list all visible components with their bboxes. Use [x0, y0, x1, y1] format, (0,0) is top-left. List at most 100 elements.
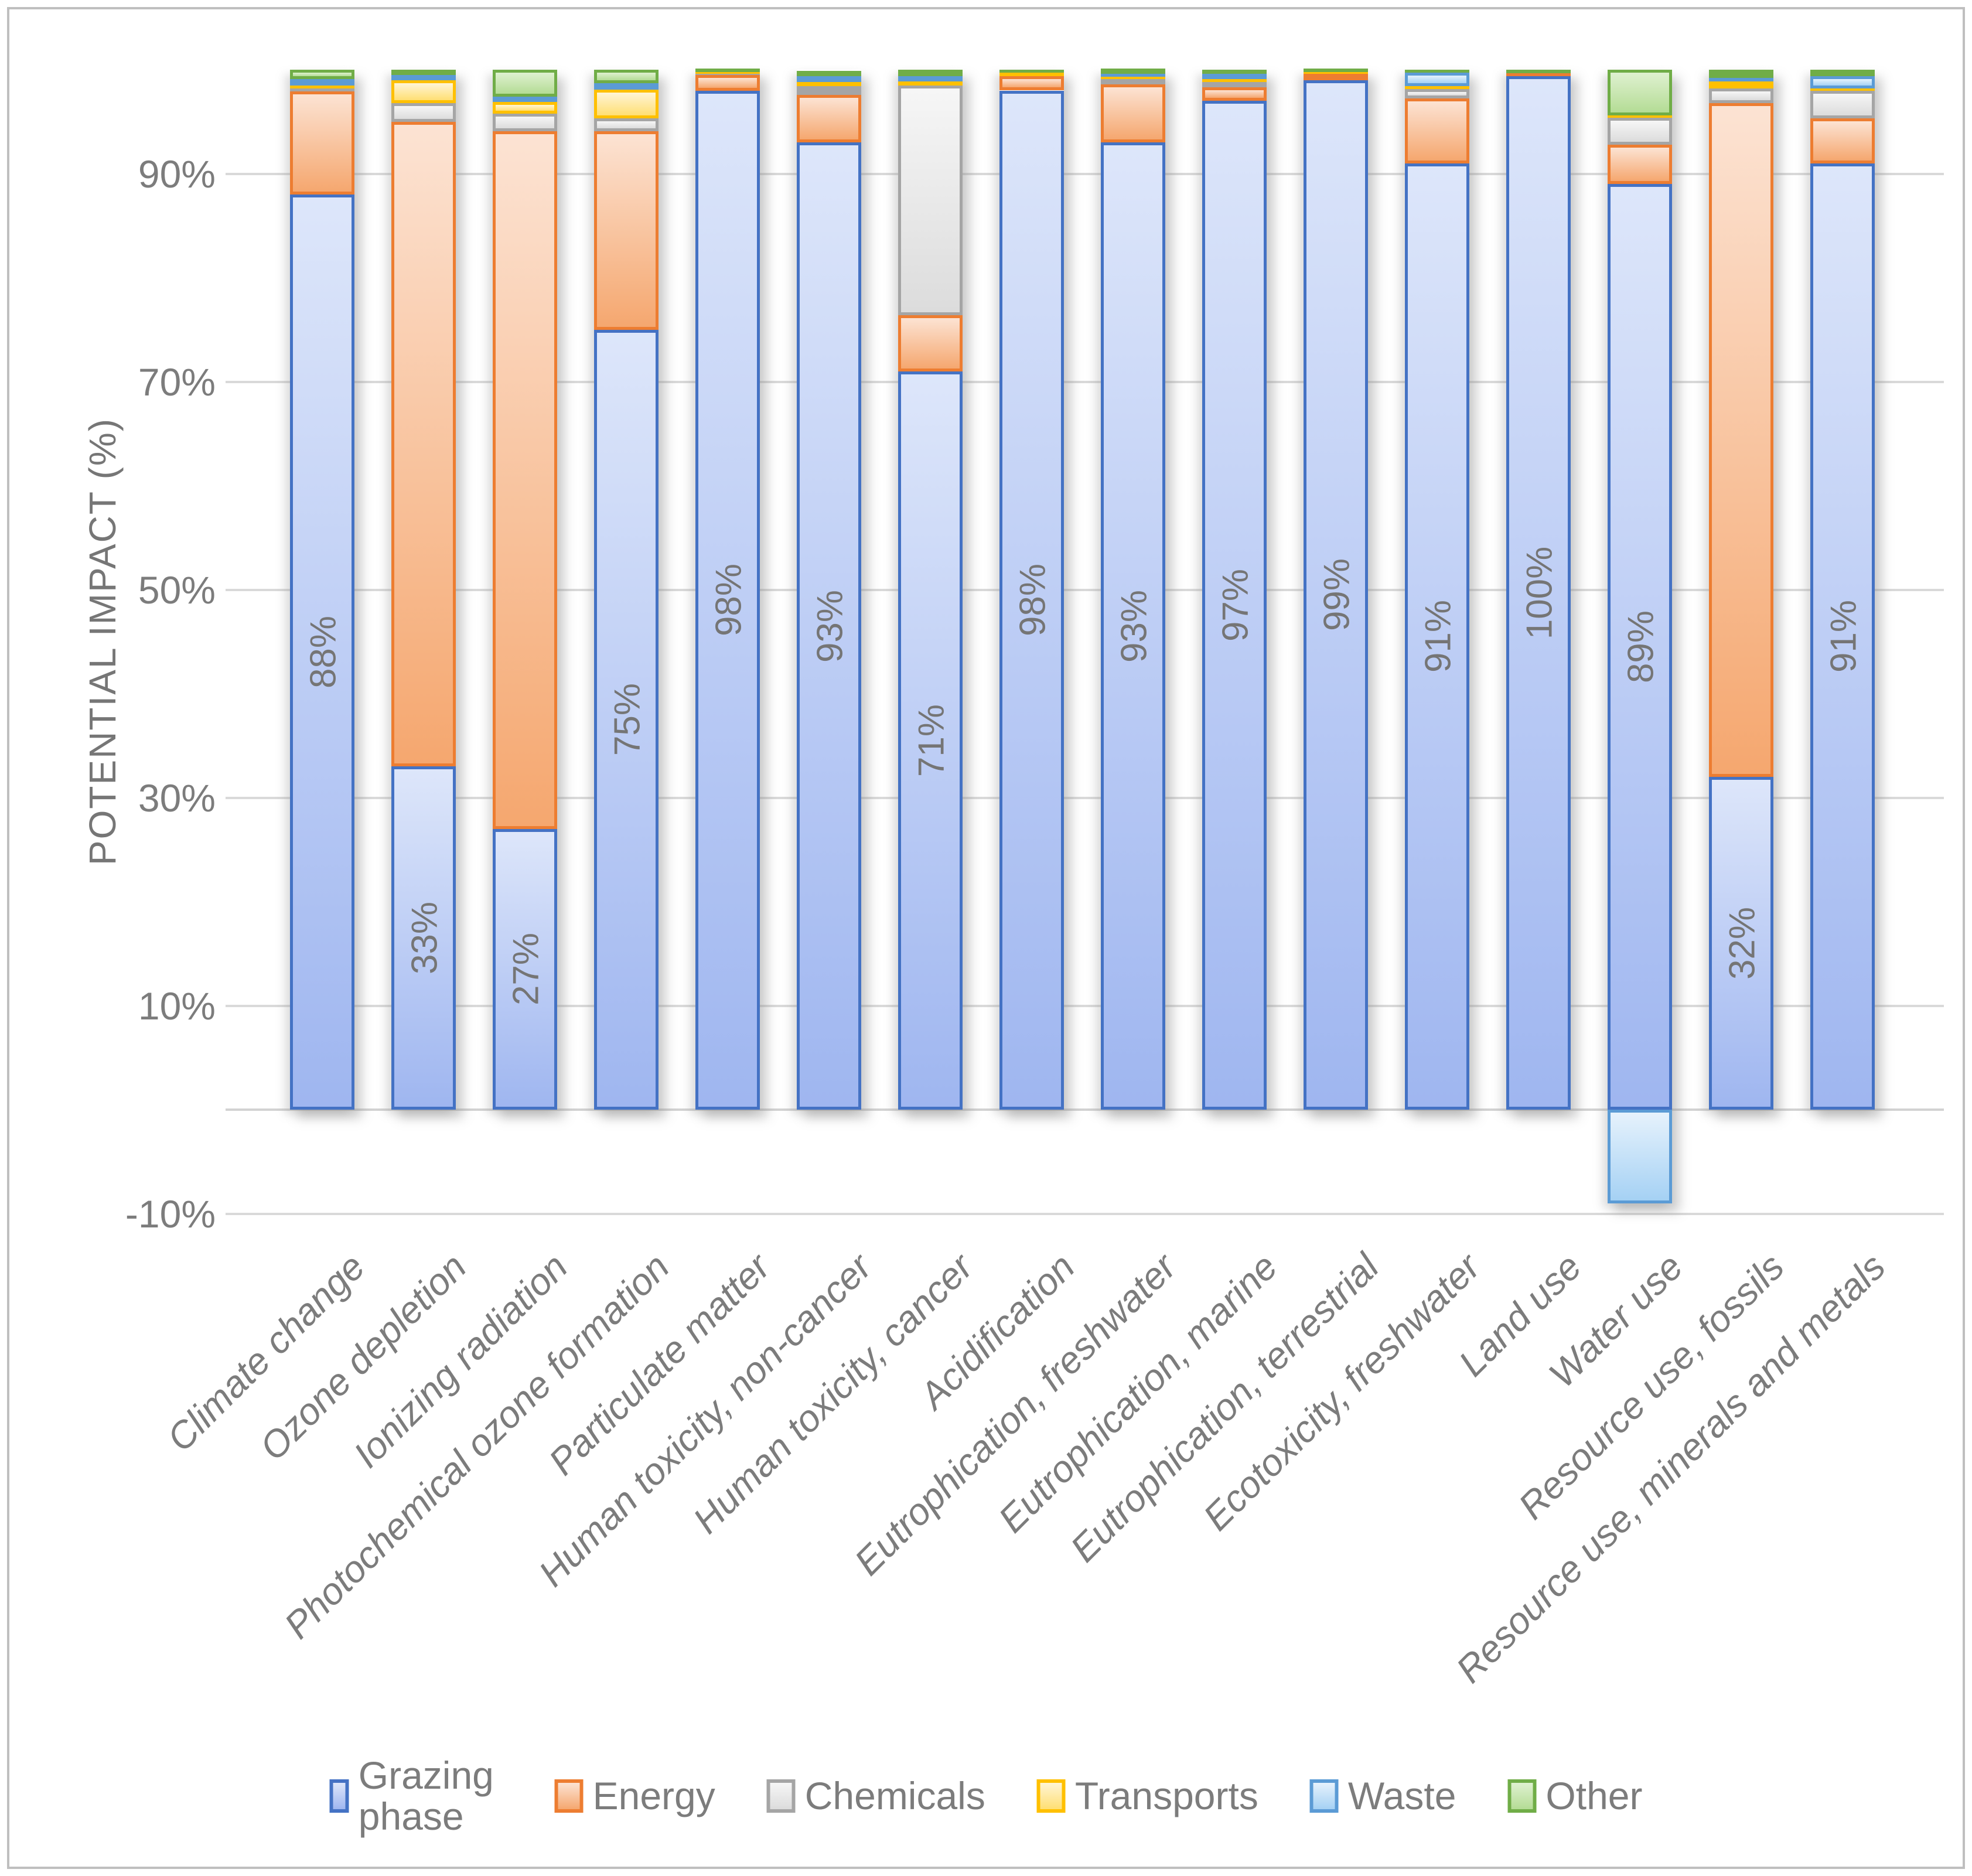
legend-label: Grazing phase: [358, 1754, 494, 1838]
y-tick-label: 70%: [138, 360, 216, 404]
segment-chemicals-eutrophication-marine: [1202, 82, 1267, 88]
segment-waste-resource-use-fossils: [1709, 78, 1773, 81]
segment-chemicals-ionizing-radiation: [493, 113, 557, 131]
segment-chemicals-human-toxicity-cancer: [898, 85, 963, 315]
legend-label: Chemicals: [804, 1774, 985, 1817]
bar-value-label: 33%: [404, 902, 445, 975]
segment-waste-ecotoxicity-freshwater: [1405, 73, 1469, 87]
segment-grazing-phase-land-use: [1506, 76, 1571, 1110]
segment-other-ozone-depletion: [391, 70, 456, 75]
bar-value-label: 89%: [1620, 610, 1661, 684]
segment-other-ionizing-radiation: [493, 70, 557, 97]
segment-waste-ozone-depletion: [391, 74, 456, 80]
legend-label: Transports: [1074, 1774, 1258, 1817]
segment-chemicals-climate-change: [290, 88, 354, 92]
segment-other-human-toxicity-non-cancer: [797, 70, 861, 76]
segment-transports-ionizing-radiation: [493, 102, 557, 114]
segment-grazing-phase-human-toxicity-cancer: [898, 371, 963, 1110]
segment-transports-resource-use-minerals-and-metals: [1810, 88, 1875, 91]
segment-transports-human-toxicity-non-cancer: [797, 82, 861, 87]
segment-energy-resource-use-minerals-and-metals: [1810, 118, 1875, 163]
legend-item-other: Other: [1507, 1775, 1642, 1816]
bar-value-label: 93%: [810, 589, 851, 663]
segment-energy-ionizing-radiation: [493, 131, 557, 829]
legend: Grazing phase Energy Chemicals Transports Wa…: [329, 1754, 1642, 1838]
segment-other-ecotoxicity-freshwater: [1405, 70, 1469, 73]
segment-other-resource-use-fossils: [1709, 70, 1773, 79]
segment-chemicals-particulate-matter: [695, 74, 760, 75]
legend-swatch-other: [1507, 1779, 1537, 1813]
y-tick-label: 10%: [138, 984, 216, 1028]
segment-chemicals-ecotoxicity-freshwater: [1405, 88, 1469, 98]
segment-energy-climate-change: [290, 91, 354, 195]
legend-item-grazing-phase: Grazing phase: [329, 1754, 503, 1838]
y-tick-label: 50%: [138, 568, 216, 612]
segment-transports-ecotoxicity-freshwater: [1405, 86, 1469, 89]
segment-other-climate-change: [290, 70, 354, 79]
segment-other-eutrophication-terrestrial: [1304, 69, 1368, 72]
segment-other-particulate-matter: [695, 69, 760, 72]
segment-transports-resource-use-fossils: [1709, 81, 1773, 88]
segment-grazing-phase-ozone-depletion: [391, 766, 456, 1110]
segment-energy-eutrophication-freshwater: [1101, 84, 1165, 143]
bar-value-label: 32%: [1722, 906, 1763, 980]
segment-chemicals-resource-use-fossils: [1709, 88, 1773, 103]
gridline-70: [226, 380, 1944, 383]
segment-grazing-phase-acidification: [999, 90, 1064, 1110]
legend-swatch-energy: [554, 1779, 584, 1813]
bar-value-label: 88%: [303, 615, 344, 689]
bar-value-label: 71%: [911, 704, 952, 777]
segment-energy-ecotoxicity-freshwater: [1405, 98, 1469, 163]
segment-transports-eutrophication-freshwater: [1101, 77, 1165, 79]
gridline--10: [226, 1212, 1944, 1215]
segment-waste-water-use: [1608, 1110, 1672, 1203]
legend-swatch-waste: [1309, 1779, 1339, 1813]
bar-value-label: 100%: [1519, 546, 1560, 640]
segment-waste-eutrophication-marine: [1202, 74, 1267, 79]
legend-swatch-chemicals: [766, 1779, 796, 1813]
bar-value-label: 75%: [607, 683, 648, 756]
segment-energy-particulate-matter: [695, 74, 760, 91]
segment-other-resource-use-minerals-and-metals: [1810, 70, 1875, 76]
bar-value-label: 91%: [1418, 600, 1459, 673]
segment-waste-human-toxicity-cancer: [898, 76, 963, 81]
segment-grazing-phase-particulate-matter: [695, 90, 760, 1110]
bar-value-label: 99%: [1316, 558, 1357, 632]
gridline-90: [226, 172, 1944, 175]
segment-waste-eutrophication-freshwater: [1101, 74, 1165, 77]
segment-energy-eutrophication-terrestrial: [1304, 74, 1368, 80]
segment-grazing-phase-human-toxicity-non-cancer: [797, 142, 861, 1110]
segment-other-land-use: [1506, 70, 1571, 74]
segment-grazing-phase-climate-change: [290, 195, 354, 1110]
bar-value-label: 98%: [1012, 564, 1053, 637]
segment-energy-human-toxicity-cancer: [898, 315, 963, 371]
segment-chemicals-human-toxicity-non-cancer: [797, 86, 861, 95]
segment-energy-ozone-depletion: [391, 121, 456, 767]
segment-transports-eutrophication-marine: [1202, 79, 1267, 83]
segment-transports-particulate-matter: [695, 71, 760, 74]
legend-item-chemicals: Chemicals: [766, 1774, 985, 1817]
y-tick-label: 30%: [138, 776, 216, 820]
bar-value-label: 98%: [708, 564, 749, 637]
segment-other-acidification: [999, 70, 1064, 73]
legend-label: Other: [1545, 1774, 1643, 1817]
gridline-10: [226, 1004, 1944, 1007]
legend-item-energy: Energy: [554, 1774, 715, 1817]
legend-item-transports: Transports: [1036, 1774, 1258, 1817]
segment-transports-eutrophication-terrestrial: [1304, 71, 1368, 74]
segment-energy-human-toxicity-non-cancer: [797, 94, 861, 143]
segment-other-eutrophication-freshwater: [1101, 69, 1165, 74]
segment-chemicals-photochemical-ozone-formation: [594, 118, 659, 131]
segment-grazing-phase-photochemical-ozone-formation: [594, 329, 659, 1110]
legend-swatch-transports: [1036, 1779, 1066, 1813]
segment-waste-human-toxicity-non-cancer: [797, 76, 861, 83]
bar-value-label: 27%: [506, 933, 547, 1006]
segment-transports-water-use: [1608, 115, 1672, 118]
segment-grazing-phase-eutrophication-freshwater: [1101, 142, 1165, 1110]
segment-energy-photochemical-ozone-formation: [594, 131, 659, 330]
segment-waste-ionizing-radiation: [493, 97, 557, 103]
segment-grazing-phase-ionizing-radiation: [493, 828, 557, 1110]
legend-label: Energy: [592, 1774, 715, 1817]
segment-transports-photochemical-ozone-formation: [594, 89, 659, 119]
